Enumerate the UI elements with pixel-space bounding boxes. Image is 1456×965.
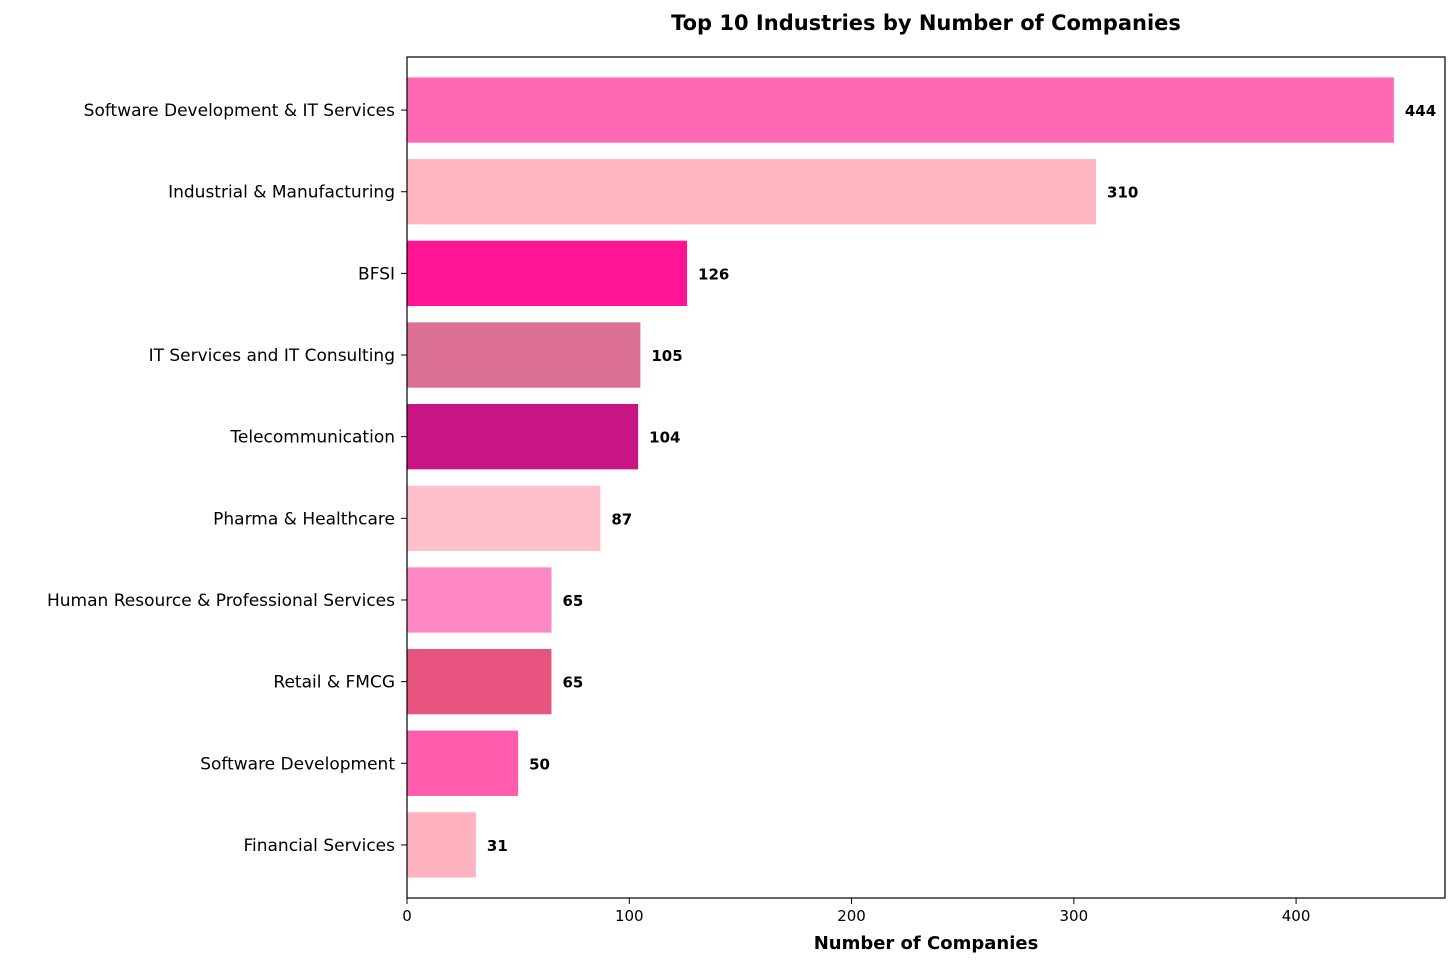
bar	[407, 77, 1394, 143]
x-tick-label: 0	[402, 907, 412, 925]
x-tick-label: 100	[615, 907, 644, 925]
bar	[407, 567, 552, 633]
x-axis-label: Number of Companies	[814, 933, 1039, 954]
data-label: 50	[529, 755, 550, 773]
category-label: Retail & FMCG	[273, 673, 395, 693]
data-label: 444	[1405, 102, 1436, 120]
data-label: 310	[1107, 184, 1138, 202]
data-label: 65	[562, 592, 583, 610]
bar	[407, 812, 476, 878]
bar	[407, 322, 641, 388]
data-label: 87	[611, 510, 632, 528]
category-label: Pharma & Healthcare	[213, 509, 395, 529]
category-label: Software Development & IT Services	[84, 101, 395, 121]
x-tick-label: 300	[1059, 907, 1088, 925]
bar	[407, 404, 639, 470]
x-tick-label: 400	[1282, 907, 1311, 925]
plot-area: Software Development & IT Services 444 Ind…	[47, 77, 1436, 925]
category-label: BFSI	[358, 264, 395, 284]
category-label: Human Resource & Professional Services	[47, 591, 395, 611]
category-label: IT Services and IT Consulting	[149, 346, 395, 366]
category-label: Financial Services	[243, 836, 395, 856]
data-label: 104	[649, 429, 680, 447]
data-label: 31	[487, 837, 508, 855]
category-label: Software Development	[200, 754, 395, 774]
data-label: 105	[651, 347, 682, 365]
data-label: 126	[698, 265, 729, 283]
data-label: 65	[562, 674, 583, 692]
plot-frame	[406, 56, 1446, 899]
bar	[407, 648, 552, 715]
chart-title: Top 10 Industries by Number of Companies	[671, 11, 1181, 35]
bar	[407, 159, 1097, 225]
bar	[407, 240, 688, 307]
bar	[407, 485, 601, 551]
bar	[407, 730, 519, 796]
x-tick-label: 200	[837, 907, 866, 925]
category-label: Telecommunication	[229, 428, 395, 448]
category-label: Industrial & Manufacturing	[168, 183, 395, 203]
